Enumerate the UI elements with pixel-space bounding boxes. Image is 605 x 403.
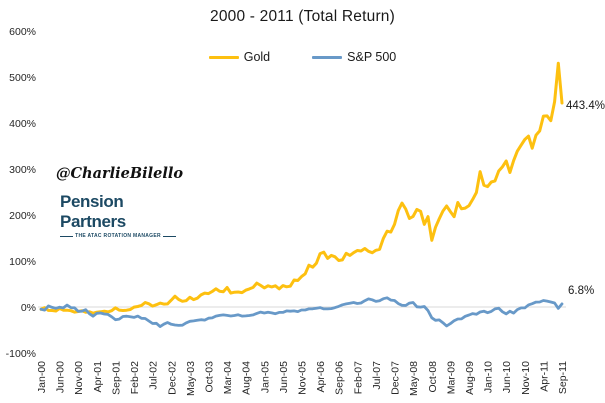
x-axis-tick-label: Aug-04 [241, 361, 253, 395]
chart-title: 2000 - 2011 (Total Return) [210, 8, 395, 25]
x-axis-tick-label: Jan-00 [36, 361, 48, 393]
x-axis-tick-label: May-03 [185, 361, 197, 396]
x-axis-tick-label: Oct-03 [203, 361, 215, 393]
company-tagline-row: THE ATAC ROTATION MANAGER [60, 233, 177, 239]
x-axis-tick-label: Nov-00 [73, 361, 85, 395]
sp500-end-value-label: 6.8% [568, 285, 595, 297]
company-tagline-text: THE ATAC ROTATION MANAGER [75, 233, 161, 239]
x-axis-tick-label: Feb-02 [129, 361, 141, 394]
y-axis-tick-label: 400% [9, 118, 36, 130]
x-axis-tick-label: Jun-10 [501, 361, 513, 393]
x-axis-tick-label: May-08 [408, 361, 420, 396]
gold-end-value-label: 443.4% [566, 100, 605, 112]
legend-item-gold: Gold [208, 50, 271, 64]
x-axis-tick-label: Oct-08 [427, 361, 439, 393]
x-axis-tick-label: Jun-05 [278, 361, 290, 393]
legend-item-sp500: S&P 500 [312, 50, 396, 64]
y-axis-tick-label: 0% [21, 302, 36, 314]
x-axis-tick-label: Apr-06 [315, 361, 327, 393]
sp500-line-swatch [312, 55, 343, 59]
watermark-twitter-handle: @CharlieBilello [56, 165, 184, 182]
x-axis-tick-label: Dec-07 [390, 361, 402, 395]
x-axis-tick-label: Dec-02 [166, 361, 178, 395]
x-axis-tick-label: Apr-11 [538, 361, 550, 392]
x-axis-tick-label: Jun-00 [55, 361, 67, 393]
x-axis-tick-label: Mar-09 [445, 361, 457, 394]
legend-label-gold: Gold [243, 50, 271, 64]
sp500-series-line [39, 296, 564, 329]
x-axis-tick-label: Mar-04 [222, 361, 234, 394]
x-axis-tick-label: Nov-10 [520, 361, 532, 395]
x-axis-tick-label: Sep-06 [334, 361, 346, 395]
x-axis-tick-label: Nov-05 [297, 361, 309, 395]
x-axis-tick-label: Apr-01 [92, 361, 104, 393]
watermark-company-logo: Pension Partners THE ATAC ROTATION MANAG… [60, 192, 177, 239]
x-axis-tick-label: Jan-05 [259, 361, 271, 393]
x-axis-tick-label: Feb-07 [352, 361, 364, 394]
y-axis-tick-label: 500% [9, 72, 36, 84]
x-axis-tick-label: Jul-07 [371, 361, 383, 390]
x-axis-tick-label: Jan-10 [483, 361, 495, 393]
x-axis-tick-label: Aug-09 [464, 361, 476, 395]
y-axis-tick-label: 600% [9, 26, 36, 38]
legend-label-sp500: S&P 500 [347, 50, 397, 64]
y-axis-tick-label: 200% [9, 210, 36, 222]
x-axis-tick-label: Sep-11 [557, 361, 569, 394]
x-axis-tick-label: Sep-01 [110, 361, 122, 395]
x-axis-tick-label: Jul-02 [148, 361, 160, 390]
y-axis-tick-label: 300% [9, 164, 36, 176]
tagline-right-dash [162, 235, 177, 237]
legend: Gold S&P 500 [0, 50, 605, 64]
tagline-left-dash [60, 235, 74, 237]
y-axis-tick-label: -100% [6, 348, 36, 360]
gold-series-line [39, 61, 564, 315]
y-axis-tick-label: 100% [9, 256, 36, 268]
company-logo-text: Pension Partners [60, 192, 126, 231]
gold-line-swatch [208, 55, 239, 59]
